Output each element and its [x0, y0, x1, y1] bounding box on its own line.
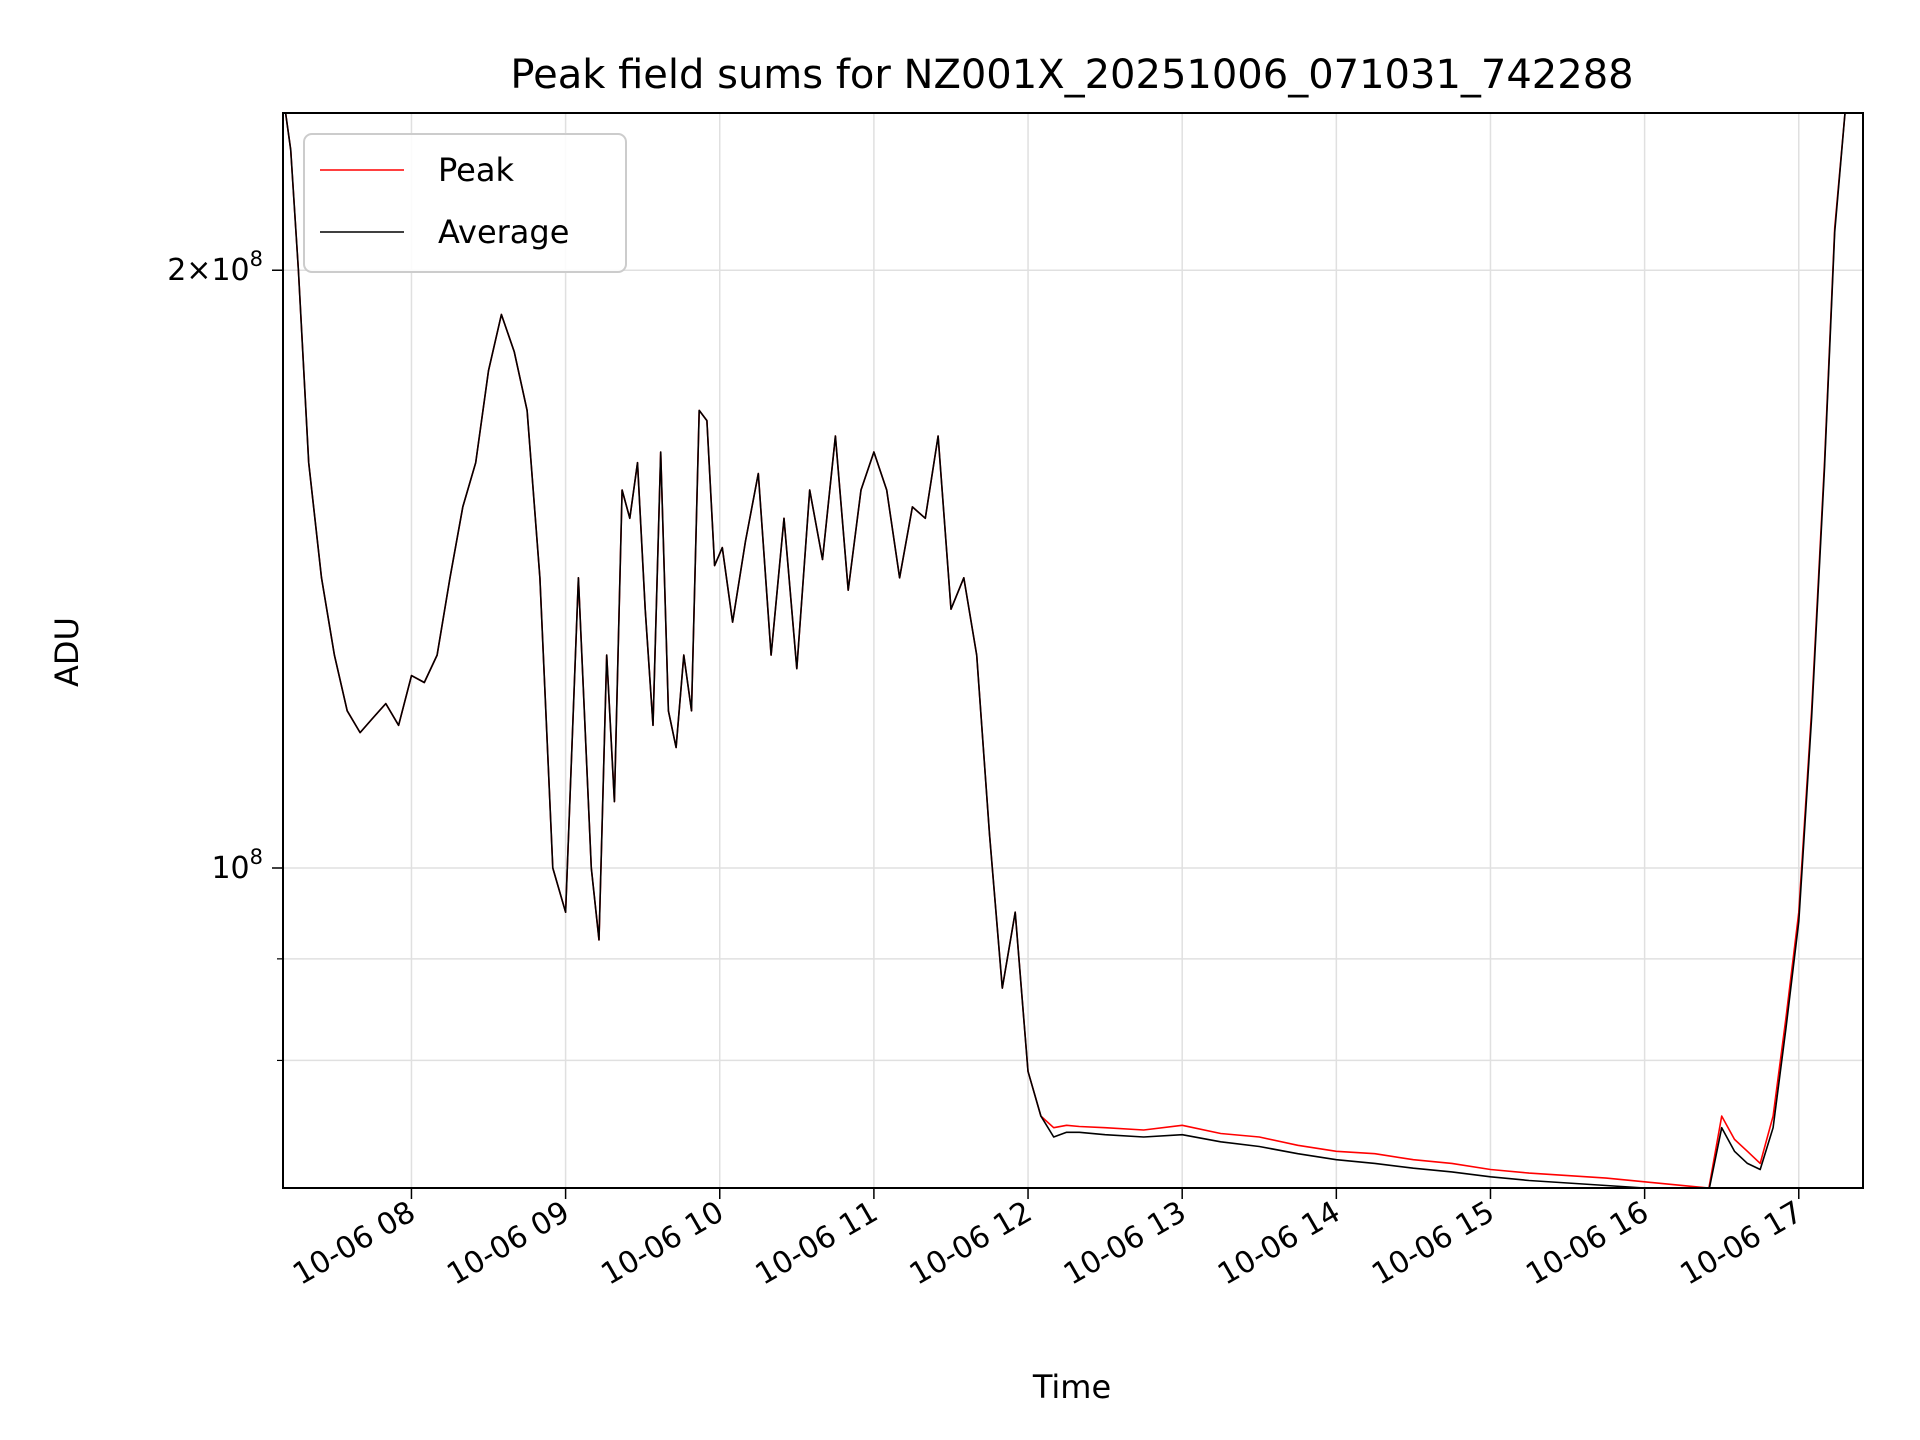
series-line-average	[284, 113, 1861, 1188]
legend-box	[303, 133, 627, 273]
legend: Peak Average	[303, 133, 627, 273]
x-axis-label: Time	[1032, 1368, 1111, 1406]
chart-title: Peak field sums for NZ001X_20251006_0710…	[510, 52, 1633, 98]
y-tick-label: 108	[211, 845, 263, 886]
series-lines	[284, 113, 1861, 1188]
grid-lines	[283, 113, 1863, 1188]
y-tick-label: 2×108	[167, 247, 263, 288]
legend-label-peak: Peak	[438, 151, 514, 189]
y-axis-ticks: 108 2×108	[167, 247, 283, 1062]
y-axis-label: ADU	[48, 617, 86, 687]
legend-label-average: Average	[438, 213, 569, 251]
plot-frame	[282, 112, 1864, 1189]
